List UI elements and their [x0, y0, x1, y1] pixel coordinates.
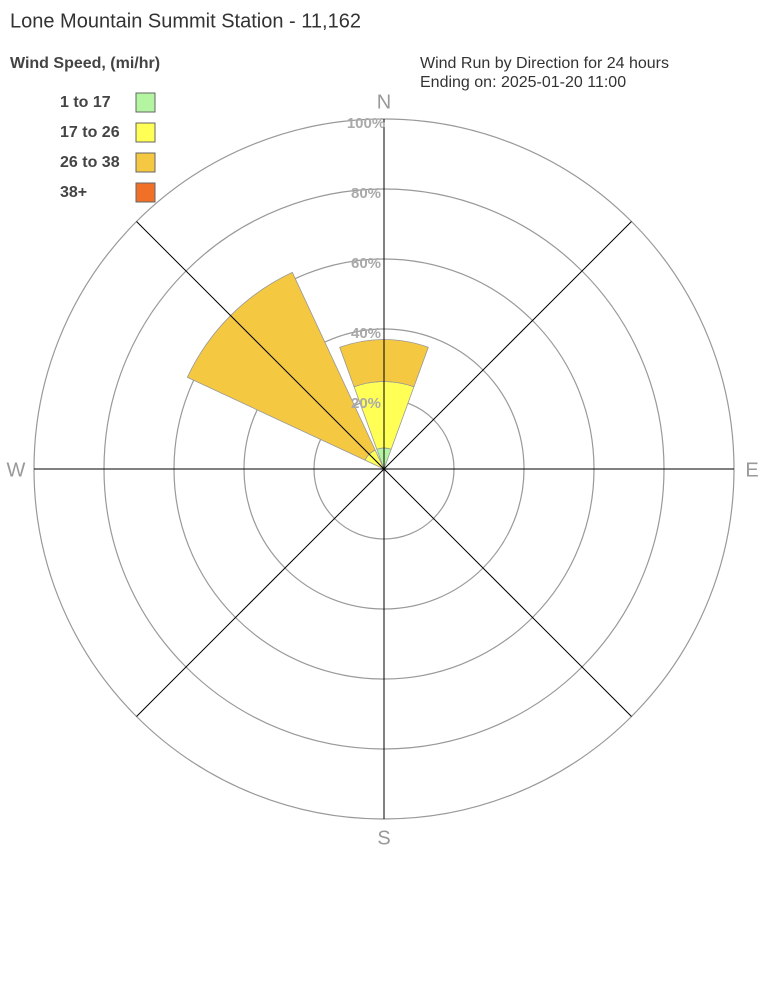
subtitle: Wind Run by Direction for 24 hours: [420, 55, 669, 72]
spoke: [136, 221, 385, 470]
subtitle: Ending on: 2025-01-20 11:00: [420, 74, 626, 91]
legend-label: 26 to 38: [60, 154, 120, 171]
legend-label: 1 to 17: [60, 94, 111, 111]
spoke: [383, 221, 632, 470]
direction-label: E: [745, 459, 758, 481]
direction-label: S: [377, 827, 390, 849]
spoke: [136, 468, 385, 717]
ring-label: 80%: [351, 185, 381, 202]
direction-label: N: [377, 91, 391, 113]
legend-label: 38+: [60, 184, 87, 201]
legend-label: 17 to 26: [60, 124, 120, 141]
legend-swatch: [135, 182, 156, 203]
direction-label: W: [7, 459, 26, 481]
legend-swatch: [135, 122, 156, 143]
ring-label: 20%: [351, 395, 381, 412]
ring-label: 40%: [351, 325, 381, 342]
legend-swatch: [135, 92, 156, 113]
ring-label: 100%: [347, 115, 385, 132]
spoke: [383, 468, 632, 717]
chart-title: Lone Mountain Summit Station - 11,162: [10, 10, 361, 32]
legend-title: Wind Speed, (mi/hr): [10, 55, 160, 72]
ring-label: 60%: [351, 255, 381, 272]
legend-swatch: [135, 152, 156, 173]
